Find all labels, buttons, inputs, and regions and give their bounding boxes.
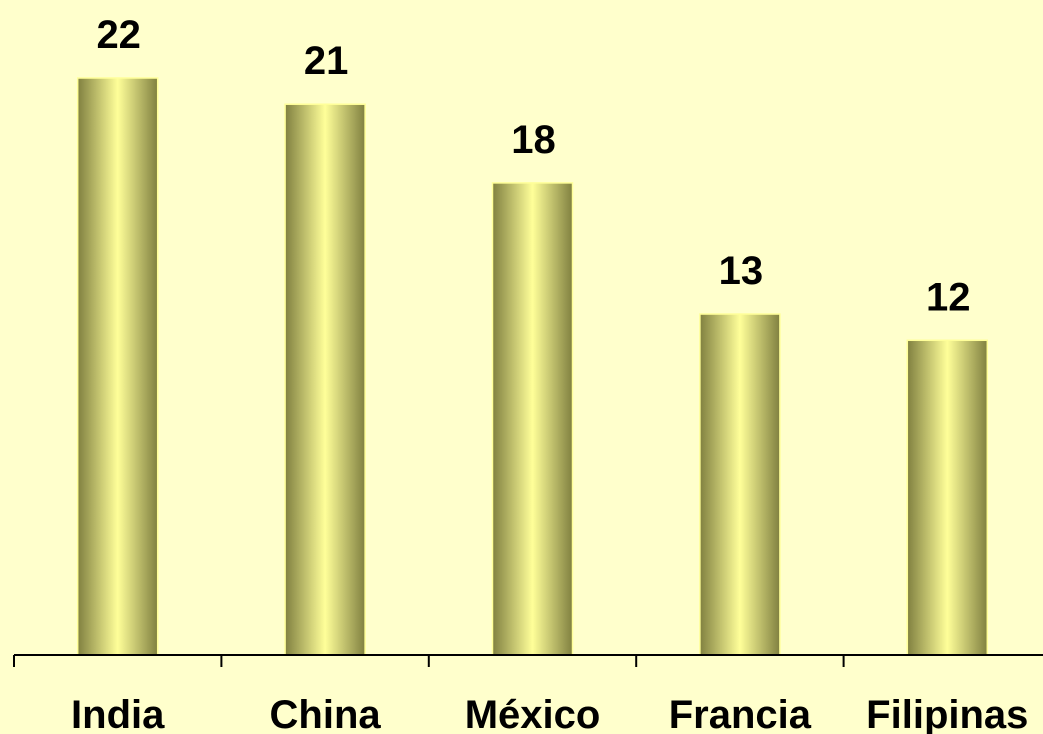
- category-label: India: [71, 693, 165, 734]
- value-label: 21: [304, 39, 349, 83]
- value-label: 18: [511, 118, 556, 162]
- value-label: 12: [926, 275, 971, 319]
- bars-layer: [76, 77, 989, 656]
- category-label: Filipinas: [866, 693, 1028, 734]
- value-label: 22: [96, 13, 141, 57]
- bar-m-xico: [491, 182, 574, 656]
- category-label: China: [270, 693, 382, 734]
- bar-china: [284, 103, 366, 656]
- category-label: México: [465, 693, 601, 734]
- category-labels-layer: India China México Francia Filipinas: [71, 693, 1028, 734]
- value-label: 13: [719, 249, 764, 293]
- bar-filipinas: [906, 339, 989, 656]
- bar-francia: [699, 313, 781, 656]
- category-label: Francia: [669, 693, 812, 734]
- x-axis: [13, 654, 1043, 667]
- bar-india: [76, 77, 159, 656]
- value-labels-layer: 22 21 18 13 12: [96, 13, 970, 319]
